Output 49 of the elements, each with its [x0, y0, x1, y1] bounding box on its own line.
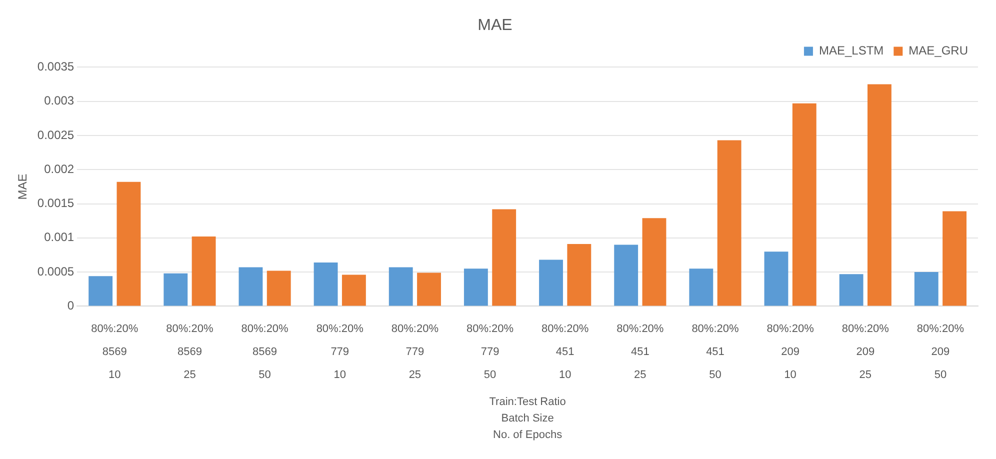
- bar: [614, 244, 638, 306]
- x-tick-label: 80%:20% 779 25: [391, 322, 439, 381]
- y-tick-label: 0.001: [44, 230, 74, 244]
- y-tick-label: 0.0035: [37, 60, 74, 74]
- x-tick-label: 80%:20% 451 50: [692, 322, 739, 381]
- y-tick-label: 0.002: [44, 162, 74, 176]
- bar: [764, 252, 788, 306]
- bar: [314, 262, 338, 306]
- bar: [914, 272, 938, 306]
- bar: [192, 236, 216, 306]
- bar: [388, 267, 413, 306]
- x-tick-label: 80%:20% 209 25: [842, 322, 890, 381]
- y-tick-label: 0.0005: [37, 264, 74, 278]
- bar: [464, 268, 488, 306]
- x-tick-label: 80%:20% 451 10: [542, 322, 589, 381]
- bar: [839, 274, 864, 306]
- y-tick-label: 0: [67, 298, 74, 313]
- bar: [567, 244, 592, 306]
- bar: [164, 273, 188, 306]
- y-tick-label: 0.0015: [37, 196, 74, 210]
- x-tick-label: 80%:20% 8569 10: [91, 322, 138, 381]
- legend-label: MAE_GRU: [908, 44, 968, 58]
- bar: [88, 276, 113, 306]
- chart-title: MAE: [478, 17, 512, 34]
- x-tick-label: 80%:20% 209 50: [916, 322, 964, 381]
- x-tick-label: 80%:20% 209 10: [766, 322, 814, 381]
- x-tick-label: 80%:20% 779 10: [316, 322, 364, 381]
- bar: [342, 274, 366, 306]
- legend-label: MAE_LSTM: [818, 44, 884, 58]
- x-tick-label: 80%:20% 779 50: [466, 322, 514, 381]
- x-axis-title: Train:Test Ratio Batch Size No. of Epochs: [489, 396, 566, 441]
- bar: [492, 209, 516, 306]
- bar: [266, 270, 291, 306]
- bar: [238, 267, 263, 306]
- x-tick-label: 80%:20% 8569 50: [241, 322, 289, 381]
- y-tick-label: 0.003: [44, 94, 74, 108]
- x-tick-label: 80%:20% 451 25: [616, 322, 664, 381]
- bar: [116, 182, 141, 306]
- y-tick-label: 0.0025: [37, 128, 74, 142]
- bar: [717, 140, 742, 306]
- bar: [792, 103, 816, 306]
- x-tick-label: 80%:20% 8569 25: [166, 322, 214, 381]
- bar: [417, 272, 441, 306]
- bar: [868, 84, 892, 306]
- bar: [689, 268, 714, 306]
- y-axis-title: MAE: [16, 174, 30, 200]
- bar: [942, 211, 967, 306]
- bar: [642, 218, 666, 306]
- bar: [539, 260, 563, 306]
